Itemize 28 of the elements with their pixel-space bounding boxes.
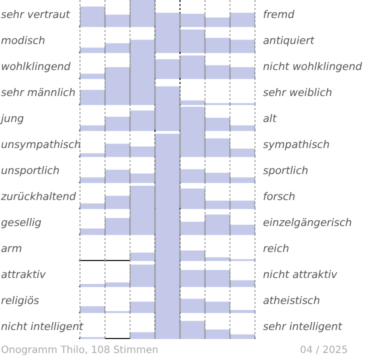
y-axis-title: nicht intelligent [1, 321, 84, 333]
y-axis-title: zurückhaltend [1, 191, 76, 203]
y-axis-title: gesellig [1, 217, 42, 229]
y-axis-title: wohlklingend [1, 61, 71, 73]
y2-axis-title: nicht wohlklingend [263, 61, 362, 73]
y2-axis-title: forsch [263, 191, 296, 203]
y2-axis-title: einzelgängerisch [263, 217, 352, 229]
y2-axis-title: sympathisch [263, 139, 330, 151]
y2-axis-title: sehr intelligent [263, 321, 342, 333]
y-axis-title: religiös [1, 295, 40, 307]
y2-axis-title: atheistisch [263, 295, 320, 307]
y2-axis-title: alt [263, 113, 276, 125]
text: Onogramm Thilo, 108 Stimmen [1, 345, 158, 356]
text: 04 / 2025 [300, 345, 348, 356]
y2-axis-title: reich [263, 243, 290, 255]
y2-axis-title: sportlich [263, 165, 308, 177]
y-axis-title: sehr vertraut [1, 9, 70, 21]
y-axis-title: modisch [1, 35, 46, 47]
y-axis-title: attraktiv [1, 269, 46, 281]
y2-axis-title: antiquiert [263, 35, 314, 47]
y2-axis-title: nicht attraktiv [263, 269, 338, 281]
y-axis-title: unsympathisch [1, 139, 81, 151]
y-axis-title: sehr männlich [1, 87, 76, 99]
y2-axis-title: fremd [263, 9, 294, 21]
y2-axis-title: sehr weiblich [263, 87, 332, 99]
y-axis-title: jung [1, 113, 24, 125]
y-axis-title: arm [1, 243, 22, 255]
y-axis-title: unsportlich [1, 165, 60, 177]
